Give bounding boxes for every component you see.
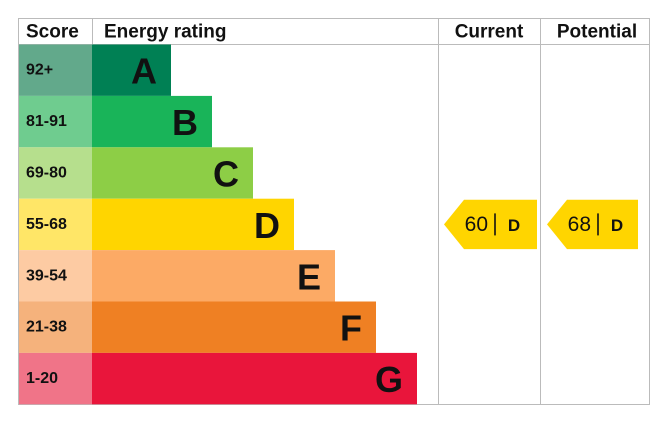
table-frame [18,18,650,405]
score-label: 81-91 [26,113,67,130]
rating-bar [92,301,376,353]
current-rating: D [508,216,520,235]
rating-letter: A [131,51,157,92]
current-value: 60 [465,213,488,236]
rating-letter: F [340,308,362,349]
score-cell [19,147,92,199]
rating-bar [92,44,171,96]
rating-bar [92,95,212,148]
score-label: 92+ [26,62,53,79]
score-cell [19,198,92,251]
rating-bar [92,147,253,199]
score-cell [19,301,92,353]
score-cell [19,352,92,405]
header-current: Current [455,22,524,43]
rating-letter: E [297,256,321,297]
rating-bar [92,352,417,405]
score-label: 69-80 [26,165,67,182]
rating-letter: G [375,359,403,400]
current-arrow [444,199,537,250]
score-label: 1-20 [26,370,58,387]
score-cell [19,44,92,96]
score-cell [19,250,92,302]
score-cell [19,95,92,148]
potential-value: 68 [568,213,591,236]
header-score: Score [26,22,79,43]
header-energy-rating: Energy rating [104,22,226,43]
rating-letter: D [254,205,280,246]
score-label: 39-54 [26,267,67,284]
header-potential: Potential [557,22,637,43]
potential-rating: D [611,216,623,235]
rating-letter: B [172,102,198,143]
score-label: 21-38 [26,319,67,336]
score-label: 55-68 [26,216,67,233]
rating-letter: C [213,154,239,195]
rating-bar [92,250,335,302]
potential-arrow [547,199,638,250]
rating-bar [92,198,294,251]
